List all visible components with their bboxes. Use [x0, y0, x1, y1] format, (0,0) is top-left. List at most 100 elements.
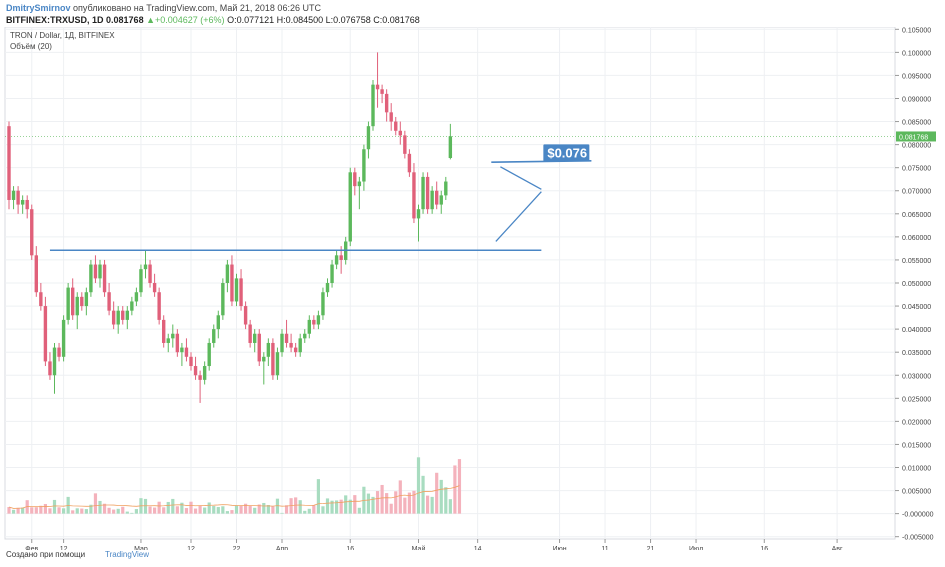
volume-bar [394, 491, 398, 514]
volume-ma-line [8, 485, 460, 509]
candle-body [375, 84, 380, 90]
volume-bar [426, 495, 430, 514]
y-tick-label: 0.010000 [902, 466, 931, 473]
candle-body [412, 172, 416, 219]
candle-body [362, 149, 366, 182]
last-value: 0.081768 [106, 15, 144, 25]
candle-body [212, 329, 216, 343]
ohlc-values: O:0.077121 H:0.084500 L:0.076758 C:0.081… [227, 15, 420, 25]
volume-bar [148, 506, 152, 514]
volume-bar [25, 500, 29, 514]
candle-body [448, 136, 453, 158]
price-chart[interactable]: 0.105000 0.100000 0.095000 0.090000 0.085000… [0, 27, 945, 550]
x-tick-label: 16 [760, 546, 768, 550]
volume-bar [216, 507, 220, 514]
candle-body [20, 199, 25, 205]
volume-bar [321, 506, 325, 514]
candle-body [80, 296, 84, 307]
y-tick-label: 0.040000 [902, 327, 931, 334]
candle-body [403, 135, 407, 154]
candle-body [389, 112, 393, 122]
y-tick-label: 0.015000 [902, 442, 931, 449]
volume-bar [412, 490, 416, 514]
tradingview-link[interactable]: TradingView [105, 550, 150, 559]
candle-body [93, 264, 98, 279]
volume-bar [16, 507, 20, 514]
change-value: ▲+0.004627 (+6%) [146, 15, 225, 25]
symbol-info: BITFINEX:TRXUSD, 1D 0.081768 ▲+0.004627 … [6, 15, 420, 25]
candle-body [262, 356, 266, 362]
volume-bar [125, 511, 129, 514]
price-annotation-box [543, 144, 590, 162]
pennant-lower-line [495, 191, 542, 242]
y-tick-label: 0.085000 [902, 120, 931, 127]
volume-bar [80, 508, 84, 514]
candle-body [84, 292, 89, 307]
candle-body [439, 195, 443, 205]
volume-bar [312, 505, 316, 514]
candle-body [394, 121, 398, 131]
candle-body [61, 319, 66, 357]
candle-body [130, 301, 134, 311]
volume-bar [30, 507, 34, 514]
volume-bar [180, 502, 184, 514]
pennant-upper-line [500, 166, 542, 190]
candle-body [121, 310, 125, 320]
candle-body [248, 324, 252, 343]
volume-bar [175, 506, 179, 514]
candle-body [57, 347, 61, 357]
y-tick-label: 0.065000 [902, 212, 931, 219]
x-tick-label: Июн [552, 546, 566, 550]
volume-bar [98, 500, 102, 514]
volume-bar [234, 505, 239, 514]
volume-bar [43, 503, 47, 514]
volume-bar [48, 508, 52, 514]
candle-body [416, 209, 421, 219]
volume-bar [21, 507, 25, 514]
volume-bar [357, 507, 361, 514]
last-price-label: 0.081768 [899, 134, 928, 141]
candle-body [271, 342, 275, 376]
volume-bar [339, 499, 343, 514]
volume-bar [375, 491, 380, 514]
volume-bar [275, 498, 280, 514]
x-tick-label: Мар [134, 546, 148, 550]
x-tick-label: Апр [276, 546, 288, 550]
candle-body [11, 190, 16, 200]
y-tick-label: 0.030000 [902, 373, 931, 380]
chart-header: DmitrySmirnov опубликовано на TradingVie… [0, 0, 945, 27]
y-tick-label: 0.090000 [902, 96, 931, 103]
candle-body [253, 333, 257, 343]
volume-bar [239, 505, 243, 514]
candle-body [198, 375, 202, 380]
volume-bar [212, 506, 216, 514]
candle-body [16, 190, 20, 205]
volume-bar [453, 465, 457, 514]
author-link[interactable]: DmitrySmirnov [6, 3, 71, 13]
candle-body [175, 333, 180, 353]
volume-bar [253, 507, 257, 514]
y-tick-label: 0.075000 [902, 166, 931, 173]
volume-bar [84, 509, 88, 514]
candle-body [293, 347, 298, 353]
candle-body [275, 352, 280, 376]
candle-body [202, 366, 207, 380]
candle-body [280, 333, 284, 353]
candle-body [189, 356, 193, 367]
candle-body [30, 209, 34, 256]
candle-body [66, 287, 70, 320]
volume-bar [7, 507, 11, 514]
volume-bar [153, 507, 157, 514]
x-tick-label: 16 [346, 546, 354, 550]
volume-bar [230, 510, 234, 514]
volume-bar [166, 501, 170, 514]
candle-body [284, 333, 289, 343]
volume-bar [75, 508, 79, 514]
candle-body [321, 292, 325, 316]
candle-body [407, 153, 412, 173]
candle-body [298, 338, 302, 353]
volume-bar [198, 505, 202, 514]
candle-body [216, 315, 220, 330]
y-tick-label: 0.080000 [902, 143, 931, 150]
volume-bar [303, 510, 307, 514]
